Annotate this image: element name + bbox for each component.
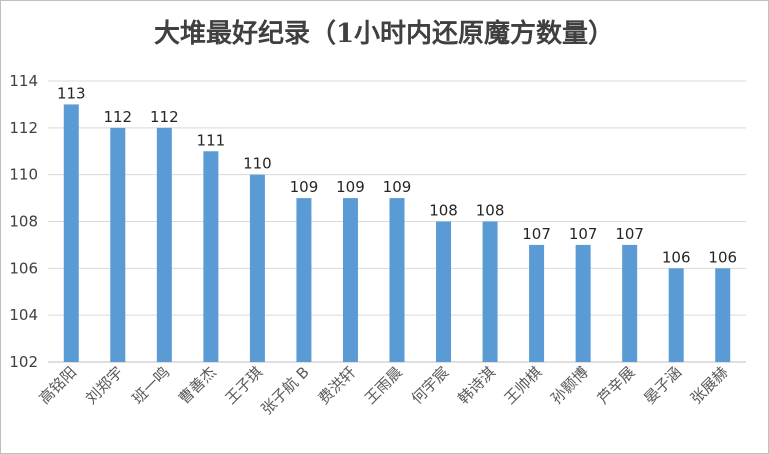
bar: [622, 244, 638, 362]
x-tick-label: 张展赫: [687, 363, 732, 408]
data-label: 108: [429, 202, 458, 220]
data-label: 111: [197, 131, 226, 149]
y-tick-label: 112: [9, 119, 38, 137]
x-tick-label: 费洪轩: [315, 363, 360, 408]
data-label: 109: [290, 178, 319, 196]
data-label: 110: [243, 155, 272, 173]
bar: [296, 198, 312, 362]
x-tick-label: 刘郑宇: [82, 363, 127, 408]
x-tick-label: 王帅棋: [501, 363, 546, 408]
y-tick-label: 110: [9, 166, 38, 184]
x-tick-label: 高铭阳: [36, 363, 81, 408]
data-label: 109: [336, 178, 365, 196]
data-label: 106: [708, 248, 737, 266]
data-label: 107: [522, 225, 551, 243]
data-label: 112: [103, 108, 132, 126]
bar: [249, 174, 265, 362]
x-tick-label: 韩诗淇: [454, 363, 499, 408]
x-tick-label: 芦辛展: [594, 363, 639, 408]
y-tick-label: 106: [9, 259, 38, 277]
bar: [110, 127, 126, 362]
x-tick-label: 何宇宸: [408, 363, 453, 408]
x-tick-label: 曹善杰: [175, 363, 220, 408]
x-tick-label: 孙颢博: [547, 363, 592, 408]
y-tick-label: 108: [9, 213, 38, 231]
x-tick-label: 张子航 B: [258, 363, 313, 418]
chart-title: 大堆最好纪录（1小时内还原魔方数量）: [154, 18, 614, 49]
data-label: 107: [569, 225, 598, 243]
data-label: 109: [383, 178, 412, 196]
bar: [482, 221, 498, 362]
data-label: 113: [57, 84, 86, 102]
data-label: 112: [150, 108, 179, 126]
data-label: 107: [615, 225, 644, 243]
bar: [63, 104, 79, 363]
x-tick-label: 班一鸣: [129, 363, 174, 408]
y-tick-label: 114: [9, 72, 38, 90]
x-tick-label: 王雨晨: [361, 363, 406, 408]
data-label: 108: [476, 202, 505, 220]
bar: [342, 198, 358, 362]
y-tick-label: 104: [9, 306, 38, 324]
bar: [529, 244, 545, 362]
x-tick-label: 晏子涵: [640, 363, 685, 408]
bar: [156, 127, 172, 362]
bar: [389, 198, 405, 362]
y-tick-label: 102: [9, 353, 38, 371]
bar: [575, 244, 591, 362]
bar: [203, 151, 219, 362]
bar: [668, 268, 684, 362]
data-label: 106: [662, 248, 691, 266]
x-tick-label: 王子琪: [222, 363, 267, 408]
bar: [715, 268, 731, 362]
bar: [436, 221, 452, 362]
